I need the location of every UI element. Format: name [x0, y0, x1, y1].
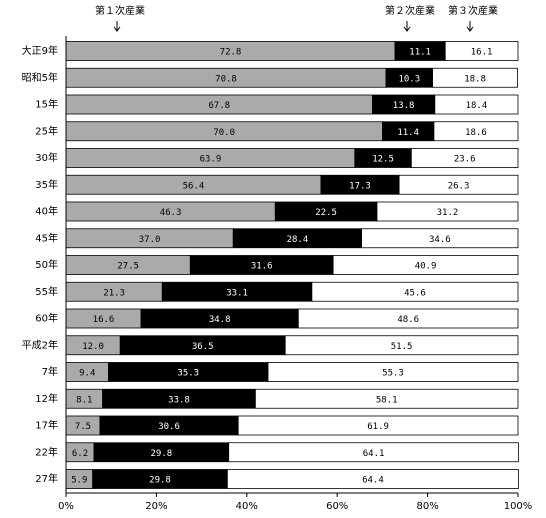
bar-segment	[410, 148, 519, 168]
category-label: 50年	[35, 258, 58, 271]
value-label: 58.1	[376, 395, 398, 405]
value-label: 70.8	[215, 74, 237, 84]
legend-arrow-head	[403, 26, 411, 32]
value-label: 27.5	[117, 262, 139, 272]
value-label: 18.6	[465, 128, 487, 138]
category-label: 22年	[35, 445, 58, 458]
x-tick-label: 80%	[416, 501, 438, 512]
bar-segment	[376, 201, 519, 222]
value-label: 29.8	[151, 449, 173, 459]
value-label: 67.8	[208, 101, 230, 111]
value-label: 5.9	[71, 476, 87, 486]
value-label: 18.8	[464, 74, 486, 84]
value-label: 37.0	[139, 235, 161, 245]
value-label: 21.3	[103, 288, 125, 298]
bar-segment	[432, 67, 518, 88]
x-tick-label: 0%	[58, 501, 74, 512]
value-label: 35.3	[177, 369, 199, 379]
category-label: 7年	[42, 365, 58, 378]
value-label: 34.8	[209, 315, 231, 325]
category-label: 平成2年	[22, 338, 58, 351]
category-label: 17年	[35, 419, 58, 432]
bar-segment	[311, 281, 519, 302]
bar-segment	[444, 41, 519, 61]
x-tick-label: 40%	[236, 501, 258, 512]
value-label: 40.9	[415, 262, 437, 272]
bar-segment	[254, 388, 519, 409]
value-label: 36.5	[192, 342, 214, 352]
bar-segment	[297, 308, 519, 329]
legend-label: 第３次産業	[448, 4, 498, 17]
bar-segment	[237, 415, 519, 436]
value-label: 51.5	[391, 342, 413, 352]
category-label: 55年	[35, 285, 58, 298]
category-label: 60年	[35, 312, 58, 325]
legend-label: 第２次産業	[385, 4, 435, 17]
value-label: 26.3	[448, 181, 470, 191]
value-label: 28.4	[287, 235, 309, 245]
value-label: 48.6	[397, 315, 419, 325]
value-label: 56.4	[183, 181, 205, 191]
legend-arrow-head	[113, 26, 121, 32]
value-label: 64.4	[362, 476, 384, 486]
category-label: 昭和5年	[22, 71, 58, 84]
value-label: 8.1	[76, 395, 92, 405]
bar-segment	[267, 362, 519, 382]
legend-arrow-head	[466, 26, 474, 32]
value-label: 18.4	[466, 101, 488, 111]
value-label: 11.1	[409, 48, 431, 58]
bar-segment	[284, 335, 519, 356]
category-label: 27年	[35, 472, 58, 485]
bar-segment	[398, 174, 519, 195]
bar-segment	[332, 255, 519, 275]
category-label: 35年	[35, 178, 58, 191]
category-label: 15年	[35, 98, 58, 111]
value-label: 12.5	[372, 155, 394, 165]
value-label: 13.8	[393, 101, 415, 111]
value-label: 30.6	[158, 422, 180, 432]
category-label: 12年	[35, 392, 58, 405]
value-label: 7.5	[75, 422, 91, 432]
bar-segment	[361, 228, 519, 249]
value-label: 31.2	[437, 208, 459, 218]
value-label: 6.2	[72, 449, 88, 459]
value-label: 31.6	[251, 262, 273, 272]
value-label: 46.3	[160, 208, 182, 218]
value-label: 70.0	[213, 128, 235, 138]
value-label: 61.9	[367, 422, 389, 432]
value-label: 23.6	[454, 155, 476, 165]
value-label: 11.4	[397, 128, 419, 138]
value-label: 64.1	[363, 449, 385, 459]
value-label: 33.1	[226, 288, 248, 298]
bar-segment	[433, 121, 519, 142]
value-label: 22.5	[315, 208, 337, 218]
x-tick-label: 20%	[145, 501, 167, 512]
value-label: 63.9	[200, 155, 222, 165]
value-label: 33.8	[168, 395, 190, 405]
bar-segment	[228, 442, 519, 463]
category-label: 大正9年	[22, 44, 58, 57]
value-label: 45.6	[404, 288, 426, 298]
value-label: 9.4	[79, 369, 95, 379]
category-label: 45年	[35, 231, 58, 244]
legend-label: 第１次産業	[95, 4, 145, 17]
value-label: 17.3	[349, 181, 371, 191]
value-label: 55.3	[382, 369, 404, 379]
bar-segment	[434, 94, 519, 115]
value-label: 12.0	[82, 342, 104, 352]
category-label: 30年	[35, 151, 58, 164]
value-label: 72.8	[220, 48, 242, 58]
category-label: 25年	[35, 124, 58, 137]
value-label: 16.1	[471, 48, 493, 58]
category-label: 40年	[35, 205, 58, 218]
x-tick-label: 60%	[326, 501, 348, 512]
value-label: 16.6	[93, 315, 115, 325]
bar-segment	[226, 469, 519, 489]
value-label: 34.6	[429, 235, 451, 245]
value-label: 10.3	[398, 74, 420, 84]
value-label: 29.8	[149, 476, 171, 486]
x-tick-label: 100%	[504, 501, 533, 512]
